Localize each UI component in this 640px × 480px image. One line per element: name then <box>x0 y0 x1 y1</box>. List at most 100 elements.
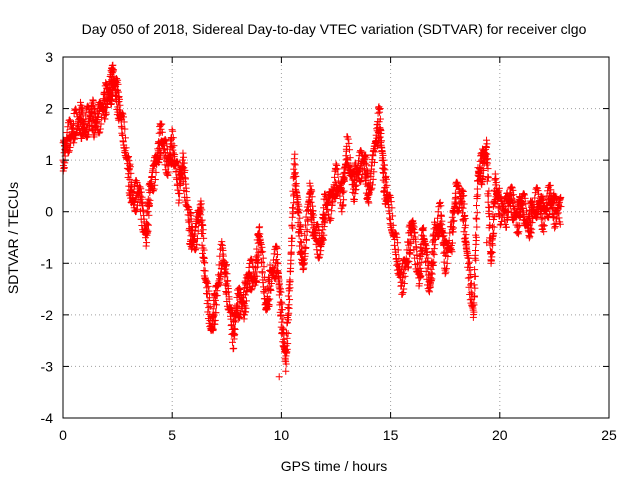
data-point <box>137 188 145 196</box>
data-point <box>225 295 233 303</box>
data-point <box>200 234 208 242</box>
x-tick-label: 25 <box>601 427 617 443</box>
data-point <box>204 282 212 290</box>
data-point <box>551 224 559 232</box>
data-point <box>474 191 482 199</box>
data-point <box>223 261 231 269</box>
data-point <box>219 252 227 260</box>
data-point <box>122 144 130 152</box>
data-point <box>199 226 207 234</box>
data-point <box>484 174 492 182</box>
data-point <box>139 200 147 208</box>
data-point <box>79 109 87 117</box>
data-point <box>258 269 266 277</box>
data-point <box>258 243 266 251</box>
data-point <box>284 329 292 337</box>
data-point <box>429 249 437 257</box>
data-point <box>242 304 250 312</box>
data-point <box>161 136 169 144</box>
data-point <box>266 295 274 303</box>
data-point <box>267 286 275 294</box>
data-point <box>272 256 280 264</box>
data-point <box>173 157 181 165</box>
data-point <box>126 163 134 171</box>
data-point <box>259 254 267 262</box>
data-point <box>291 161 299 169</box>
data-point <box>157 150 165 158</box>
data-point <box>180 159 188 167</box>
data-point <box>275 373 283 381</box>
data-point <box>260 263 268 271</box>
data-point <box>288 242 296 250</box>
data-point <box>213 292 221 300</box>
data-point <box>66 116 74 124</box>
data-point <box>182 188 190 196</box>
data-point <box>96 128 104 136</box>
data-point <box>248 258 256 266</box>
data-point <box>218 238 226 246</box>
data-point <box>319 226 327 234</box>
data-point <box>197 204 205 212</box>
data-point <box>143 239 151 247</box>
data-point <box>119 110 127 118</box>
data-point <box>266 285 274 293</box>
data-point <box>96 125 104 133</box>
data-point <box>121 134 129 142</box>
data-point <box>291 150 299 158</box>
data-point <box>132 177 140 185</box>
data-point <box>201 259 209 267</box>
data-point <box>119 113 127 121</box>
data-point <box>270 250 278 258</box>
data-point <box>200 246 208 254</box>
data-point <box>192 246 200 254</box>
data-point <box>399 289 407 297</box>
data-point <box>209 305 217 313</box>
y-tick-label: -4 <box>41 410 54 426</box>
x-axis-ticks: 0 5 10 15 20 25 <box>59 57 617 443</box>
data-point <box>85 127 93 135</box>
data-point <box>454 208 462 216</box>
data-point <box>259 248 267 256</box>
data-point <box>333 161 341 169</box>
data-point <box>65 147 73 155</box>
data-point <box>149 187 157 195</box>
y-axis-label: SDTVAR / TECUs <box>5 182 21 294</box>
data-point <box>273 259 281 267</box>
data-point <box>228 338 236 346</box>
x-tick-label: 0 <box>59 427 67 443</box>
data-point <box>302 244 310 252</box>
data-point <box>158 128 166 136</box>
data-point <box>169 146 177 154</box>
data-point <box>240 315 248 323</box>
data-point <box>338 208 346 216</box>
y-tick-label: 0 <box>45 204 53 220</box>
data-point <box>484 165 492 173</box>
data-points <box>59 61 565 381</box>
data-point <box>171 150 179 158</box>
data-point <box>63 129 71 137</box>
data-point <box>273 251 281 259</box>
data-point <box>170 142 178 150</box>
data-point <box>533 184 541 192</box>
data-point <box>150 185 158 193</box>
data-point <box>187 215 195 223</box>
data-point <box>138 222 146 230</box>
y-tick-label: -2 <box>41 307 54 323</box>
data-point <box>175 196 183 204</box>
data-point <box>127 169 135 177</box>
x-tick-label: 15 <box>383 427 399 443</box>
data-point <box>203 290 211 298</box>
data-point <box>179 149 187 157</box>
data-point <box>441 270 449 278</box>
data-point <box>60 158 68 166</box>
data-point <box>144 221 152 229</box>
data-point <box>174 158 182 166</box>
data-point <box>332 160 340 168</box>
data-point <box>282 367 290 375</box>
data-point <box>265 301 273 309</box>
data-point <box>471 247 479 255</box>
data-point <box>84 120 92 128</box>
data-point <box>471 272 479 280</box>
data-point <box>489 211 497 219</box>
data-point <box>158 120 166 128</box>
